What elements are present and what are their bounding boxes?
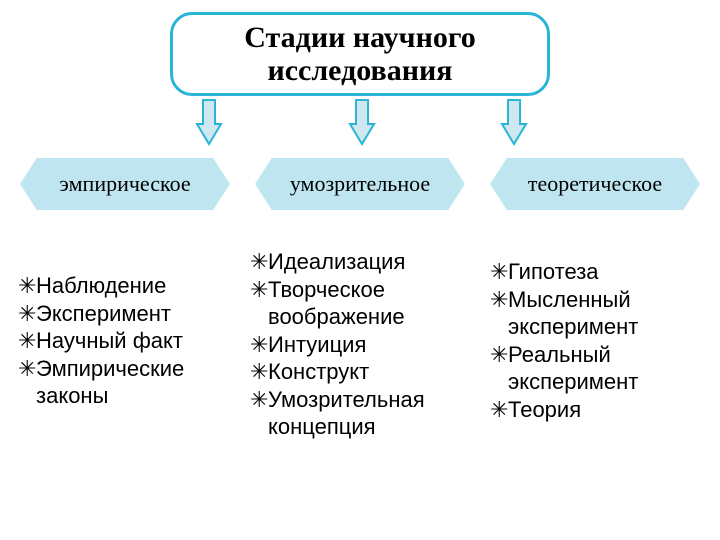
list-item-text: Наблюдение <box>36 272 233 300</box>
arrow-2 <box>348 98 376 146</box>
stage-label: эмпирическое <box>59 171 190 197</box>
arrow-1 <box>195 98 223 146</box>
stage-speculative: умозрительное <box>255 158 465 210</box>
list-item-text: Теория <box>508 396 705 424</box>
list-item: ✳Интуиция <box>250 331 465 359</box>
stage-label: умозрительное <box>290 171 430 197</box>
list-item: ✳Идеализация <box>250 248 465 276</box>
list-item-text: Интуиция <box>268 331 465 359</box>
bullet-icon: ✳ <box>250 248 268 276</box>
bullet-icon: ✳ <box>250 331 268 359</box>
list-theoretical: ✳Гипотеза✳ Мысленный эксперимент✳ Реальн… <box>490 258 705 423</box>
list-empirical: ✳Наблюдение✳Эксперимент✳Научный факт✳Эмп… <box>18 272 233 410</box>
list-item: ✳Умозрительная концепция <box>250 386 465 441</box>
bullet-icon: ✳ <box>250 358 268 386</box>
title-text: Стадии научного исследования <box>173 21 547 87</box>
list-item-text: Умозрительная концепция <box>268 386 465 441</box>
list-item: ✳Творческое воображение <box>250 276 465 331</box>
list-item: ✳Научный факт <box>18 327 233 355</box>
list-item: ✳Эмпирические законы <box>18 355 233 410</box>
bullet-icon: ✳ <box>490 286 508 314</box>
list-speculative: ✳Идеализация✳Творческое воображение✳Инту… <box>250 248 465 441</box>
list-item-text: Конструкт <box>268 358 465 386</box>
list-item-text: Творческое воображение <box>268 276 465 331</box>
list-item-text: Мысленный эксперимент <box>508 286 705 341</box>
list-item-text: Гипотеза <box>508 258 705 286</box>
list-item-text: Научный факт <box>36 327 233 355</box>
list-item-text: Эксперимент <box>36 300 233 328</box>
bullet-icon: ✳ <box>490 396 508 424</box>
arrow-3 <box>500 98 528 146</box>
list-item-text: Идеализация <box>268 248 465 276</box>
list-item: ✳Наблюдение <box>18 272 233 300</box>
list-item-text: Эмпирические законы <box>36 355 233 410</box>
list-item: ✳Гипотеза <box>490 258 705 286</box>
bullet-icon: ✳ <box>18 300 36 328</box>
stage-empirical: эмпирическое <box>20 158 230 210</box>
list-item: ✳Конструкт <box>250 358 465 386</box>
bullet-icon: ✳ <box>250 276 268 304</box>
bullet-icon: ✳ <box>18 272 36 300</box>
list-item: ✳ Реальный эксперимент <box>490 341 705 396</box>
bullet-icon: ✳ <box>18 327 36 355</box>
list-item: ✳ Мысленный эксперимент <box>490 286 705 341</box>
bullet-icon: ✳ <box>250 386 268 414</box>
stage-theoretical: теоретическое <box>490 158 700 210</box>
title-box: Стадии научного исследования <box>170 12 550 96</box>
bullet-icon: ✳ <box>490 341 508 369</box>
bullet-icon: ✳ <box>18 355 36 383</box>
list-item-text: Реальный эксперимент <box>508 341 705 396</box>
list-item: ✳ Теория <box>490 396 705 424</box>
stage-label: теоретическое <box>528 171 662 197</box>
list-item: ✳Эксперимент <box>18 300 233 328</box>
bullet-icon: ✳ <box>490 258 508 286</box>
